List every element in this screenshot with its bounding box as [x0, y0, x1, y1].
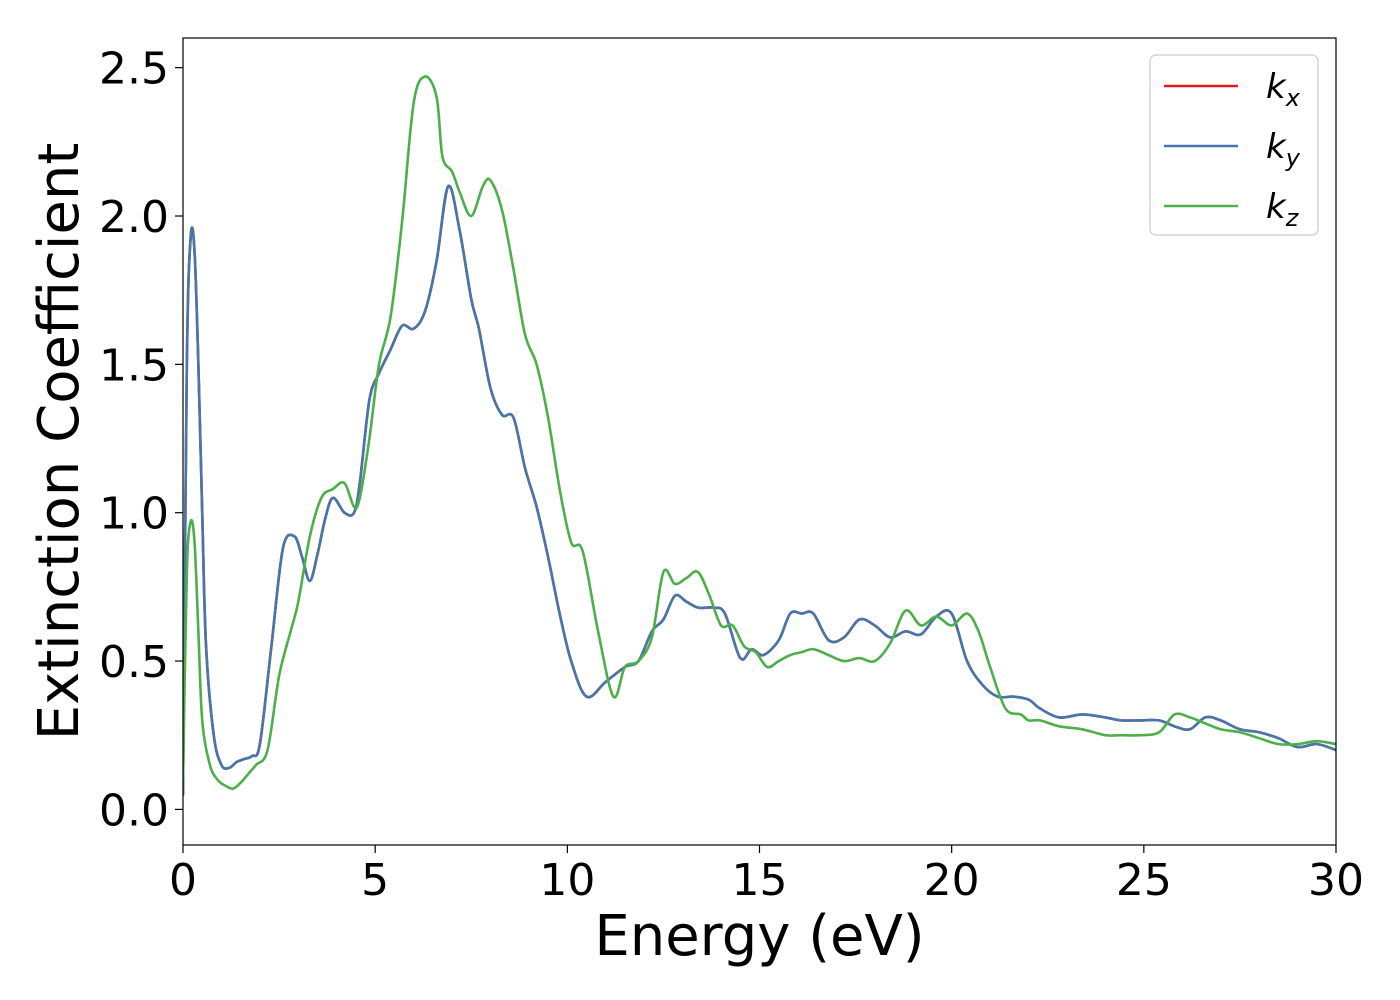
series-layer: [183, 75, 1336, 796]
x-tick-label: 0: [169, 855, 197, 906]
x-tick-label: 15: [732, 855, 788, 906]
legend-label-y: ky: [1266, 127, 1301, 172]
x-tick-label: 20: [924, 855, 980, 906]
legend-label-base: k: [1266, 187, 1287, 227]
series-line-x: [183, 184, 1336, 796]
x-axis-title: Energy (eV): [594, 904, 924, 969]
x-tick-label: 30: [1308, 855, 1364, 906]
legend-label-subscript: z: [1285, 204, 1300, 232]
x-tick-label: 5: [361, 855, 389, 906]
legend-label-base: k: [1266, 127, 1287, 167]
legend-label-base: k: [1266, 67, 1287, 107]
legend-label-subscript: x: [1285, 84, 1301, 112]
legend-label-x: kx: [1266, 67, 1301, 112]
y-axis-ticks: 0.0 0.5 1.0 1.5 2.0 2.5: [99, 44, 183, 836]
y-tick-label: 1.5: [99, 340, 169, 391]
series-line-y: [183, 184, 1336, 796]
legend-label-z: kz: [1266, 187, 1300, 232]
series-line-z: [183, 75, 1336, 791]
y-tick-label: 2.5: [99, 44, 169, 95]
y-tick-label: 1.0: [99, 489, 169, 540]
y-tick-label: 0.5: [99, 637, 169, 688]
y-axis-title: Extinction Coefficient: [27, 143, 92, 741]
legend-label-subscript: y: [1285, 144, 1301, 172]
y-tick-label: 0.0: [99, 785, 169, 836]
y-tick-label: 2.0: [99, 192, 169, 243]
x-tick-label: 10: [539, 855, 595, 906]
x-tick-label: 25: [1116, 855, 1172, 906]
x-axis-ticks: 0 5 10 15 20 25 30: [169, 845, 1364, 906]
